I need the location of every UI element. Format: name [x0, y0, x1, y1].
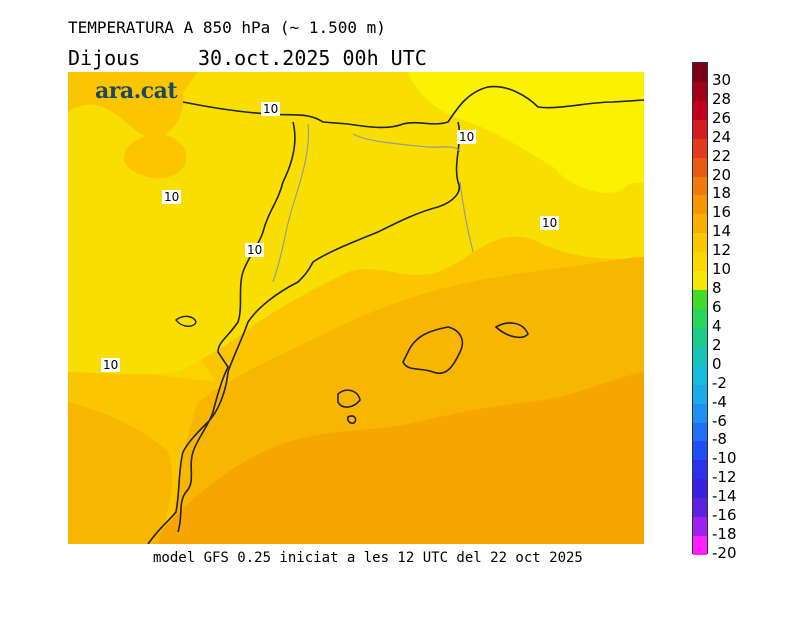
- colorbar-tick-label: -18: [712, 525, 737, 544]
- colorbar-tick-label: -14: [712, 487, 737, 506]
- colorbar-segment: [693, 157, 707, 178]
- colorbar-tick-label: 28: [712, 89, 732, 108]
- colorbar-tick-label: -20: [712, 544, 737, 562]
- field-band-8-10: [68, 72, 644, 375]
- colorbar-segment: [693, 176, 707, 196]
- contour-label-10: 10: [101, 358, 121, 372]
- colorbar-tick-label: -6: [712, 411, 727, 430]
- contour-label-10: 10: [162, 190, 182, 204]
- ibiza: [337, 389, 361, 408]
- field-band-8-10-patch: [83, 170, 124, 197]
- colorbar-tick-label: 22: [712, 146, 732, 165]
- colorbar-segment: [693, 517, 707, 537]
- coastline-catalonia: [147, 121, 461, 544]
- contour-label-10: 10: [261, 102, 281, 116]
- colorbar-tick-label: 24: [712, 127, 732, 146]
- colorbar-segment: [693, 479, 707, 499]
- colorbar-tick-label: 2: [712, 335, 722, 354]
- pyrenees-border: [177, 121, 296, 533]
- colorbar-tick-label: -12: [712, 468, 737, 487]
- colorbar-segment: [693, 365, 707, 386]
- colorbar-segment: [693, 214, 707, 234]
- colorbar-segment: [693, 327, 707, 348]
- colorbar-segment: [693, 252, 707, 272]
- colorbar-tick-label: 10: [712, 260, 732, 279]
- contour-label-10: 10: [540, 216, 560, 230]
- contour-label-10: 10: [245, 243, 265, 257]
- colorbar-tick-label: 26: [712, 108, 732, 127]
- colorbar-segment: [693, 100, 707, 121]
- colorbar-tick-label: 4: [712, 316, 722, 335]
- field-band-12-14-sw: [68, 402, 173, 544]
- colorbar-segment: [693, 422, 707, 442]
- colorbar-tick-label: 12: [712, 241, 732, 260]
- colorbar-tick-label: 6: [712, 298, 722, 316]
- colorbar-tick-label: 16: [712, 203, 732, 222]
- colorbar-segment: [693, 498, 707, 518]
- formentera: [347, 415, 357, 424]
- colorbar-tick-label: 30: [712, 70, 732, 89]
- field-band-10-12-patch-nw: [124, 134, 187, 179]
- colorbar-segment: [693, 441, 707, 461]
- menorca: [494, 322, 529, 339]
- colorbar-tick-label: -10: [712, 449, 737, 468]
- colorbar-tick-label: 18: [712, 184, 732, 203]
- field-band-6-8-patch: [548, 142, 632, 193]
- colorbar-tick-label: 20: [712, 165, 732, 184]
- map-canvas: [68, 72, 644, 544]
- forecast-datetime: 30.oct.2025 00h UTC: [198, 46, 427, 70]
- colorbar-tick-label: -16: [712, 506, 737, 525]
- colorbar-segment: [693, 138, 707, 159]
- colorbar-segment: [693, 536, 707, 556]
- colorbar-segment: [693, 403, 707, 424]
- contour-label-10: 10: [457, 130, 477, 144]
- colorbar-segment: [693, 290, 707, 310]
- regional-border: [272, 123, 474, 283]
- colorbar-segment: [693, 195, 707, 215]
- colorbar-tick-label: 14: [712, 222, 732, 241]
- colorbar-segment: [693, 233, 707, 253]
- colorbar-segment: [693, 119, 707, 140]
- colorbar-tick-label: -8: [712, 430, 727, 449]
- forecast-day: Dijous: [68, 46, 141, 70]
- colorbar-tick-label: -4: [712, 392, 727, 411]
- colorbar-segment: [693, 309, 707, 329]
- temperature-colorbar: [692, 62, 708, 556]
- andorra-enclave: [175, 315, 197, 327]
- map-title: TEMPERATURA A 850 hPa (~ 1.500 m): [68, 18, 386, 37]
- colorbar-tick-label: 8: [712, 279, 722, 298]
- colorbar-tick-label: -2: [712, 373, 727, 392]
- colorbar-segment: [693, 460, 707, 480]
- colorbar-segment: [693, 346, 707, 367]
- colorbar-segment: [693, 384, 707, 405]
- temperature-map: [68, 72, 644, 544]
- model-info: model GFS 0.25 iniciat a les 12 UTC del …: [153, 550, 583, 566]
- field-band-14-16: [148, 372, 644, 544]
- ara-cat-logo: ara.cat: [95, 78, 178, 104]
- colorbar-segment: [693, 63, 707, 83]
- mallorca: [402, 326, 464, 374]
- colorbar-tick-label: 0: [712, 354, 722, 373]
- colorbar-segment: [693, 81, 707, 102]
- colorbar-segment: [693, 271, 707, 291]
